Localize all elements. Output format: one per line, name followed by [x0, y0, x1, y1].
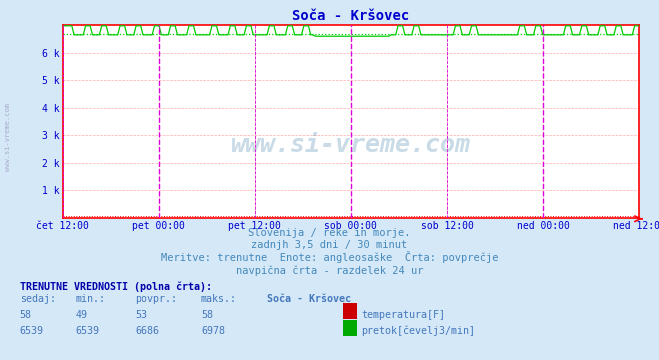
Text: 6978: 6978 — [201, 326, 225, 336]
Text: 53: 53 — [135, 310, 147, 320]
Text: Soča - Kršovec: Soča - Kršovec — [267, 294, 351, 305]
Text: www.si-vreme.com: www.si-vreme.com — [5, 103, 11, 171]
Text: Meritve: trenutne  Enote: angleosaške  Črta: povprečje: Meritve: trenutne Enote: angleosaške Črt… — [161, 251, 498, 263]
Text: navpična črta - razdelek 24 ur: navpična črta - razdelek 24 ur — [236, 265, 423, 276]
Text: pretok[čevelj3/min]: pretok[čevelj3/min] — [361, 325, 475, 336]
Text: TRENUTNE VREDNOSTI (polna črta):: TRENUTNE VREDNOSTI (polna črta): — [20, 281, 212, 292]
Text: temperatura[F]: temperatura[F] — [361, 310, 445, 320]
Text: min.:: min.: — [76, 294, 106, 305]
Title: Soča - Kršovec: Soča - Kršovec — [293, 9, 409, 23]
Text: 58: 58 — [20, 310, 32, 320]
Text: 6539: 6539 — [76, 326, 100, 336]
Text: zadnjh 3,5 dni / 30 minut: zadnjh 3,5 dni / 30 minut — [251, 240, 408, 251]
Text: www.si-vreme.com: www.si-vreme.com — [231, 132, 471, 157]
Text: maks.:: maks.: — [201, 294, 237, 305]
Text: 6539: 6539 — [20, 326, 43, 336]
Text: sedaj:: sedaj: — [20, 294, 56, 305]
Text: Slovenija / reke in morje.: Slovenija / reke in morje. — [248, 228, 411, 238]
Text: 49: 49 — [76, 310, 88, 320]
Text: 6686: 6686 — [135, 326, 159, 336]
Text: 58: 58 — [201, 310, 213, 320]
Text: povpr.:: povpr.: — [135, 294, 177, 305]
